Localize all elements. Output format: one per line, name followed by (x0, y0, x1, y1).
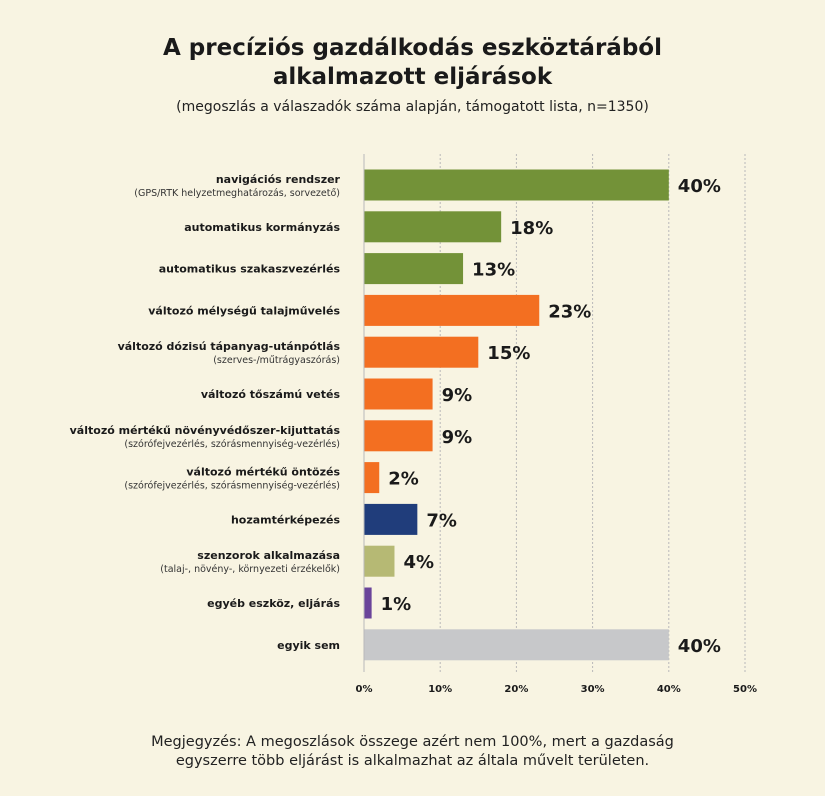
category-label: szenzorok alkalmazása (197, 549, 340, 562)
category-label: egyik sem (277, 639, 340, 652)
category-label: navigációs rendszer (216, 173, 341, 186)
category-sublabel: (szórófejvezérlés, szórásmennyiség-vezér… (124, 481, 340, 492)
x-tick-label: 50% (733, 684, 757, 695)
bar-value-label: 23% (548, 301, 591, 322)
bar (364, 503, 418, 535)
bar-value-label: 13% (472, 260, 515, 281)
bar (364, 336, 479, 368)
bar (364, 629, 669, 661)
bar (364, 587, 372, 619)
x-tick-label: 30% (581, 684, 605, 695)
bar (364, 211, 502, 243)
bar (364, 294, 540, 326)
chart-subtitle: (megoszlás a válaszadók száma alapján, t… (176, 99, 649, 115)
x-tick-label: 20% (504, 684, 528, 695)
category-label: változó mértékű öntözés (186, 466, 340, 479)
bar-value-label: 15% (487, 343, 530, 364)
category-sublabel: (GPS/RTK helyzetmeghatározás, sorvezető) (134, 188, 340, 199)
category-label: változó dózisú tápanyag-utánpótlás (118, 340, 341, 353)
category-sublabel: (talaj-, növény-, környezeti érzékelők) (160, 564, 340, 575)
bar-value-label: 4% (403, 552, 434, 573)
bar (364, 420, 433, 452)
bar-value-label: 9% (442, 385, 473, 406)
bar (364, 169, 669, 201)
category-label: változó mélységű talajművelés (148, 304, 340, 317)
x-tick-label: 40% (657, 684, 681, 695)
bar-value-label: 40% (678, 636, 721, 657)
bar-value-label: 1% (381, 594, 412, 615)
chart-title-line1: A precíziós gazdálkodás eszköztárából (163, 35, 662, 61)
footnote-line1: Megjegyzés: A megoszlások összege azért … (151, 734, 674, 750)
category-label: változó mértékű növényvédőszer-kijuttatá… (70, 424, 341, 437)
bar-value-label: 40% (678, 176, 721, 197)
category-label: hozamtérképezés (231, 513, 340, 526)
bar (364, 253, 464, 285)
bar-value-label: 18% (510, 218, 553, 239)
footnote: Megjegyzés: A megoszlások összege azért … (0, 733, 825, 771)
chart-title: A precíziós gazdálkodás eszköztárából al… (0, 34, 825, 92)
bar-value-label: 9% (442, 427, 473, 448)
bar (364, 545, 395, 577)
x-tick-label: 0% (356, 684, 373, 695)
x-tick-label: 10% (428, 684, 452, 695)
bar (364, 462, 380, 494)
bar-value-label: 2% (388, 469, 419, 490)
category-label: egyéb eszköz, eljárás (207, 597, 340, 610)
bar-chart: 0% 10% 20% 30% 40% 50% 40% navigációs rendszer (… (70, 154, 757, 695)
category-sublabel: (szerves-/műtrágyaszórás) (213, 355, 340, 366)
category-sublabel: (szórófejvezérlés, szórásmennyiség-vezér… (124, 439, 340, 450)
bar-value-label: 7% (426, 510, 457, 531)
footnote-line2: egyszerre több eljárást is alkalmazhat a… (175, 753, 650, 769)
bar (364, 378, 433, 410)
category-label: automatikus szakaszvezérlés (159, 263, 341, 276)
category-label: automatikus kormányzás (184, 221, 340, 234)
category-label: változó tőszámú vetés (201, 388, 341, 401)
chart-title-line2: alkalmazott eljárások (272, 64, 553, 90)
